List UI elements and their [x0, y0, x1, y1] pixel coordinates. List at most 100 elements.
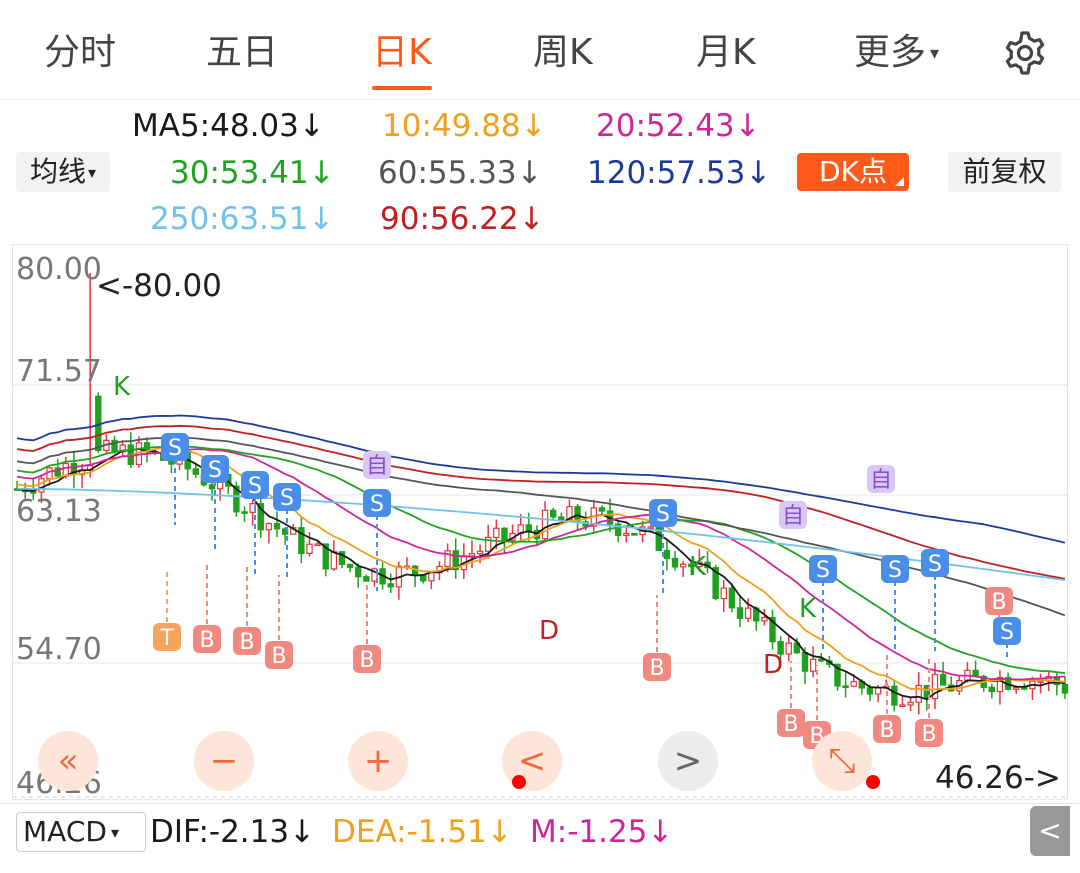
candle-body: [988, 686, 996, 693]
candle-body: [1021, 687, 1028, 690]
ma5-value: MA5:48.03↓: [132, 108, 325, 144]
buy-signal-badge: [193, 625, 221, 653]
sell-signal-text: S: [656, 502, 670, 527]
macd-dif-value: DIF:-2.13↓: [150, 814, 316, 850]
zoom-in-button[interactable]: +: [348, 731, 408, 791]
candle-body: [614, 523, 622, 537]
candle-body: [468, 553, 476, 557]
tab-more[interactable]: 更多 ▾: [854, 28, 939, 78]
candle-body: [192, 468, 199, 475]
candle-body: [314, 543, 321, 547]
previous-button[interactable]: <: [502, 731, 562, 791]
rewind-button[interactable]: «: [38, 731, 98, 791]
indicator-selector-label: MACD: [23, 815, 107, 848]
expand-button[interactable]: ⤡: [812, 731, 872, 791]
sell-signal-text: S: [208, 458, 222, 483]
candle-body: [631, 532, 638, 536]
buy-signal-badge: [643, 653, 671, 681]
high-price-marker: <-80.00: [96, 268, 222, 304]
candle-body: [558, 516, 565, 521]
candle-body: [241, 511, 248, 514]
ma10-value: 10:49.88↓: [382, 108, 547, 144]
tab-daily-k[interactable]: 日K: [372, 28, 432, 90]
ma20-value: 20:52.43↓: [596, 108, 761, 144]
candle-body: [452, 550, 459, 571]
ma90-value: 90:56.22↓: [380, 201, 545, 237]
candle-body: [346, 563, 354, 568]
candle-body: [38, 478, 45, 493]
tab-daily-k-label: 日K: [372, 32, 432, 73]
candle-body: [485, 536, 492, 552]
candle-body: [371, 568, 378, 582]
ma120-value: 120:57.53↓: [587, 155, 772, 191]
buy-signal-text: B: [921, 722, 936, 747]
candle-body: [850, 680, 857, 687]
zoom-out-button[interactable]: −: [194, 731, 254, 791]
y-axis-label-max: 80.00: [16, 252, 102, 287]
side-panel-toggle[interactable]: <: [1030, 806, 1070, 856]
tab-monthly-k[interactable]: 月K: [696, 32, 756, 73]
tab-weekly-k[interactable]: 周K: [533, 32, 593, 73]
candle-body: [874, 687, 882, 695]
candle-body: [233, 485, 240, 513]
t-signal-text: T: [159, 626, 174, 651]
kd-signal-letter: D: [763, 650, 783, 680]
buy-signal-text: B: [879, 718, 894, 743]
candle-body: [834, 663, 841, 687]
sell-signal-badge: [241, 471, 269, 499]
prev-notification-dot: [512, 775, 526, 789]
ma20-line: [16, 448, 1065, 681]
sell-signal-text: S: [248, 474, 262, 499]
average-line-selector[interactable]: 均线 ▾: [16, 152, 110, 192]
settings-button[interactable]: [1002, 30, 1048, 76]
sell-signal-badge: [161, 433, 189, 461]
y-axis-label-4: 54.70: [16, 632, 102, 667]
kd-signal-letter: K: [799, 594, 817, 624]
chevron-down-icon: ▾: [87, 163, 97, 182]
macd-chart-strip: [0, 860, 1080, 873]
candle-body: [842, 685, 849, 689]
candle-body: [809, 658, 817, 672]
candle-body: [818, 658, 825, 662]
buy-signal-badge: [233, 627, 261, 655]
ma30-line: [16, 445, 1066, 675]
next-button[interactable]: >: [658, 731, 718, 791]
tab-intraday[interactable]: 分时: [44, 32, 117, 73]
candle-body: [525, 524, 533, 532]
sell-signal-text: S: [370, 492, 384, 517]
forward-adjust-button[interactable]: 前复权: [948, 152, 1061, 192]
buy-signal-badge: [915, 719, 943, 747]
buy-signal-badge: [265, 641, 293, 669]
tab-more-label: 更多: [854, 32, 927, 73]
self-signal-badge: [779, 501, 807, 529]
chevron-down-icon: ▾: [110, 823, 119, 842]
candle-body: [712, 566, 719, 600]
macd-indicator-bar: MACD ▾ DIF:-2.13↓ DEA:-1.51↓ M:-1.25↓: [0, 803, 1080, 863]
tab-five-day[interactable]: 五日: [206, 32, 279, 73]
ma60-value: 60:55.33↓: [378, 155, 543, 191]
candle-body: [744, 607, 752, 619]
candle-body: [566, 505, 573, 521]
candle-body: [1061, 683, 1069, 694]
indicator-selector[interactable]: MACD ▾: [16, 812, 146, 852]
candle-body: [866, 687, 874, 695]
y-axis-label-2: 71.57: [16, 354, 102, 389]
candle-body: [208, 484, 216, 490]
buy-signal-badge: [985, 587, 1013, 615]
candle-body: [777, 641, 784, 655]
candle-body: [728, 587, 736, 609]
candle-body: [1037, 680, 1044, 683]
candle-body: [30, 491, 37, 494]
candle-body: [330, 551, 338, 570]
candle-body: [931, 673, 939, 700]
expand-notification-dot: [866, 775, 880, 789]
sell-signal-text: S: [928, 552, 942, 577]
ma250-value: 250:63.51↓: [150, 201, 335, 237]
self-signal-badge: [867, 465, 895, 493]
candle-body: [899, 704, 906, 708]
dk-point-button[interactable]: DK点: [797, 153, 909, 191]
period-tab-bar: 分时 五日 日K 周K 月K 更多 ▾: [0, 0, 1080, 100]
buy-signal-badge: [873, 715, 901, 743]
